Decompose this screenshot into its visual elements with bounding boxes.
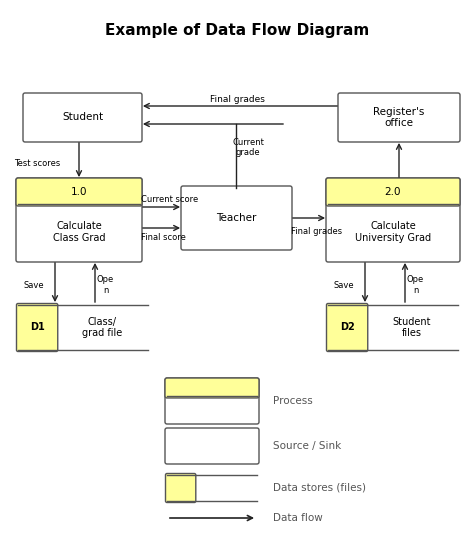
Text: 2.0: 2.0 — [385, 187, 401, 197]
Text: Data flow: Data flow — [273, 513, 323, 523]
Text: Final score: Final score — [141, 234, 186, 242]
Text: Data stores (files): Data stores (files) — [273, 483, 366, 493]
Text: Class/
grad file: Class/ grad file — [82, 317, 122, 338]
Text: Test scores: Test scores — [14, 159, 60, 168]
FancyBboxPatch shape — [165, 378, 259, 424]
Text: Current score: Current score — [141, 195, 198, 203]
Text: Student
files: Student files — [393, 317, 431, 338]
Text: D2: D2 — [340, 322, 355, 332]
Text: D1: D1 — [30, 322, 45, 332]
Text: Ope
n: Ope n — [97, 276, 114, 295]
Text: Save: Save — [23, 280, 44, 289]
Text: Current
grade: Current grade — [232, 138, 264, 158]
Bar — [328, 305, 458, 350]
Text: Source / Sink: Source / Sink — [273, 441, 341, 451]
FancyBboxPatch shape — [181, 186, 292, 250]
FancyBboxPatch shape — [326, 178, 460, 262]
Text: Final grades: Final grades — [291, 228, 342, 236]
Text: Final grades: Final grades — [210, 95, 264, 104]
Text: 1.0: 1.0 — [71, 187, 87, 197]
Bar — [18, 305, 148, 350]
Text: Process: Process — [273, 396, 313, 406]
Text: Ope
n: Ope n — [407, 276, 424, 295]
FancyBboxPatch shape — [326, 178, 460, 206]
FancyBboxPatch shape — [16, 178, 142, 262]
FancyBboxPatch shape — [23, 93, 142, 142]
FancyBboxPatch shape — [165, 378, 259, 398]
Text: Calculate
University Grad: Calculate University Grad — [355, 221, 431, 243]
FancyBboxPatch shape — [165, 428, 259, 464]
FancyBboxPatch shape — [16, 178, 142, 206]
Text: Example of Data Flow Diagram: Example of Data Flow Diagram — [105, 23, 369, 37]
Text: Teacher: Teacher — [216, 213, 257, 223]
Bar — [167, 475, 257, 501]
Text: Save: Save — [333, 280, 354, 289]
FancyBboxPatch shape — [338, 93, 460, 142]
Text: Calculate
Class Grad: Calculate Class Grad — [53, 221, 105, 243]
FancyBboxPatch shape — [327, 304, 368, 352]
FancyBboxPatch shape — [17, 304, 58, 352]
FancyBboxPatch shape — [165, 473, 196, 503]
Text: Register's
office: Register's office — [374, 107, 425, 128]
Text: Student: Student — [62, 112, 103, 122]
